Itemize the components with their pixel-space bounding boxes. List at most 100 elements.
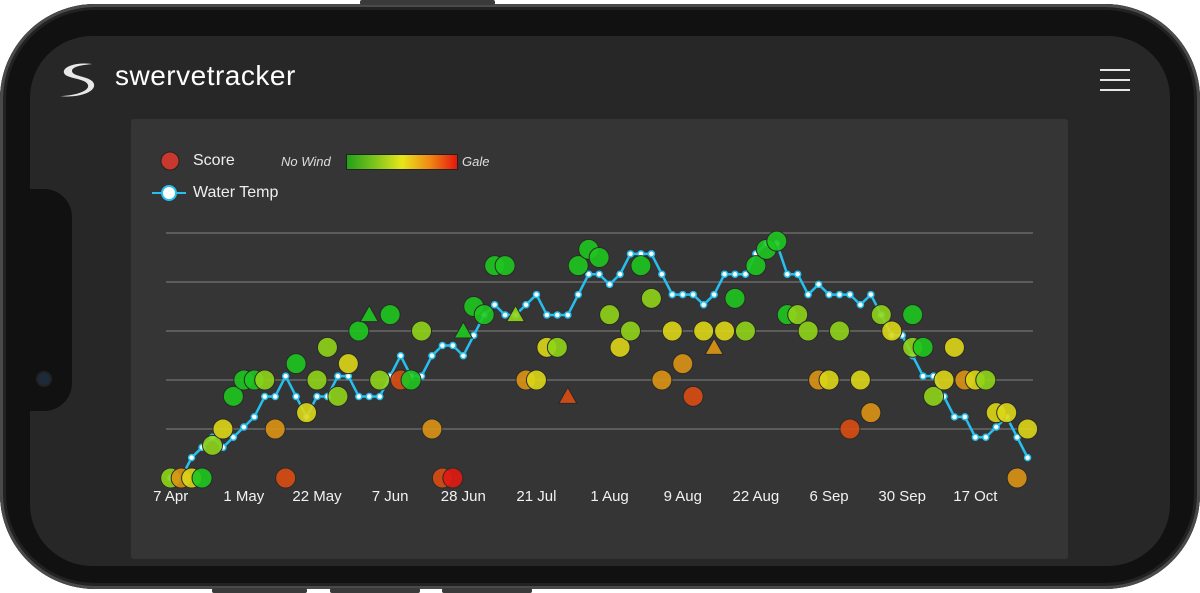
water-temp-point[interactable]	[313, 392, 321, 401]
water-temp-point[interactable]	[992, 423, 1000, 431]
score-marker[interactable]	[285, 353, 307, 375]
water-temp-point[interactable]	[281, 372, 290, 380]
water-temp-point[interactable]	[814, 280, 823, 289]
score-marker[interactable]	[714, 320, 736, 342]
water-temp-point[interactable]	[731, 270, 739, 278]
score-marker[interactable]	[411, 320, 432, 342]
score-marker[interactable]	[609, 336, 631, 358]
score-marker[interactable]	[202, 434, 223, 456]
water-temp-point[interactable]	[240, 423, 248, 431]
water-temp-point[interactable]	[229, 433, 238, 441]
water-temp-point[interactable]	[187, 453, 196, 462]
water-temp-point[interactable]	[250, 413, 259, 421]
score-triangle-marker[interactable]	[704, 337, 724, 355]
water-temp-point[interactable]	[679, 290, 687, 299]
score-marker[interactable]	[933, 369, 955, 391]
water-temp-point[interactable]	[961, 413, 969, 421]
score-triangle-marker[interactable]	[359, 304, 380, 323]
water-temp-point[interactable]	[605, 280, 614, 289]
score-marker[interactable]	[734, 320, 756, 342]
score-marker[interactable]	[588, 247, 610, 268]
score-marker[interactable]	[975, 369, 997, 391]
score-marker[interactable]	[525, 369, 547, 391]
score-marker[interactable]	[567, 255, 589, 277]
score-marker[interactable]	[306, 369, 328, 391]
water-temp-point[interactable]	[856, 301, 865, 309]
water-temp-point[interactable]	[699, 301, 708, 309]
water-temp-point[interactable]	[365, 392, 373, 401]
water-temp-point[interactable]	[710, 290, 718, 299]
score-marker[interactable]	[379, 304, 401, 326]
water-temp-point[interactable]	[825, 290, 833, 299]
water-temp-point[interactable]	[689, 290, 697, 299]
score-marker[interactable]	[745, 255, 767, 277]
score-marker[interactable]	[630, 255, 652, 277]
score-marker[interactable]	[599, 304, 621, 326]
water-temp-point[interactable]	[867, 290, 875, 299]
score-triangle-marker[interactable]	[557, 386, 578, 404]
water-temp-point[interactable]	[783, 270, 791, 278]
swerve-s-logo[interactable]	[56, 60, 100, 100]
water-temp-point[interactable]	[741, 270, 750, 278]
score-marker[interactable]	[494, 255, 516, 277]
score-marker[interactable]	[264, 418, 286, 440]
water-temp-point[interactable]	[396, 351, 405, 360]
score-marker[interactable]	[400, 369, 422, 391]
score-marker[interactable]	[254, 369, 276, 391]
water-temp-point[interactable]	[553, 311, 562, 319]
score-marker[interactable]	[787, 304, 809, 326]
app-title[interactable]: swervetracker	[115, 60, 296, 91]
water-temp-point[interactable]	[971, 433, 980, 441]
water-temp-point[interactable]	[982, 433, 990, 441]
hamburger-icon[interactable]	[1100, 69, 1130, 91]
water-temp-point[interactable]	[271, 392, 279, 401]
score-marker[interactable]	[943, 336, 965, 358]
water-temp-point[interactable]	[501, 311, 509, 319]
score-marker[interactable]	[766, 230, 788, 252]
score-marker[interactable]	[682, 385, 704, 407]
score-triangle-marker[interactable]	[505, 304, 526, 323]
score-marker[interactable]	[1017, 418, 1039, 440]
water-temp-point[interactable]	[261, 392, 269, 401]
score-marker[interactable]	[421, 418, 443, 440]
water-temp-point[interactable]	[804, 290, 812, 299]
score-marker[interactable]	[661, 320, 683, 342]
score-marker[interactable]	[797, 320, 819, 342]
water-temp-point[interactable]	[292, 392, 300, 401]
score-marker[interactable]	[996, 402, 1018, 424]
score-marker[interactable]	[546, 336, 568, 358]
water-temp-point[interactable]	[919, 372, 927, 380]
score-marker[interactable]	[902, 304, 924, 326]
score-marker[interactable]	[849, 369, 871, 391]
score-marker[interactable]	[369, 369, 391, 391]
score-marker[interactable]	[327, 385, 349, 407]
score-marker[interactable]	[829, 320, 850, 342]
score-marker[interactable]	[212, 418, 234, 440]
score-marker[interactable]	[316, 336, 338, 358]
score-marker[interactable]	[818, 369, 840, 391]
score-marker[interactable]	[275, 467, 297, 489]
score-marker[interactable]	[296, 402, 318, 424]
water-temp-point[interactable]	[793, 270, 802, 278]
score-marker[interactable]	[191, 467, 213, 489]
score-marker[interactable]	[348, 320, 370, 342]
score-marker[interactable]	[923, 385, 945, 407]
score-marker[interactable]	[912, 336, 934, 358]
water-temp-point[interactable]	[1023, 453, 1032, 462]
score-marker[interactable]	[473, 304, 495, 326]
water-temp-point[interactable]	[564, 311, 572, 319]
score-marker[interactable]	[724, 287, 746, 309]
score-marker[interactable]	[860, 402, 882, 424]
score-marker[interactable]	[640, 287, 662, 309]
water-temp-point[interactable]	[595, 270, 603, 278]
water-temp-point[interactable]	[532, 290, 541, 299]
water-temp-point[interactable]	[658, 270, 666, 278]
water-temp-point[interactable]	[584, 270, 593, 278]
score-marker[interactable]	[620, 320, 641, 342]
water-temp-point[interactable]	[375, 392, 384, 401]
water-temp-point[interactable]	[428, 351, 436, 360]
score-marker[interactable]	[839, 418, 861, 440]
water-temp-point[interactable]	[355, 392, 363, 401]
score-triangle-marker[interactable]	[453, 320, 474, 339]
water-temp-point[interactable]	[490, 301, 499, 309]
